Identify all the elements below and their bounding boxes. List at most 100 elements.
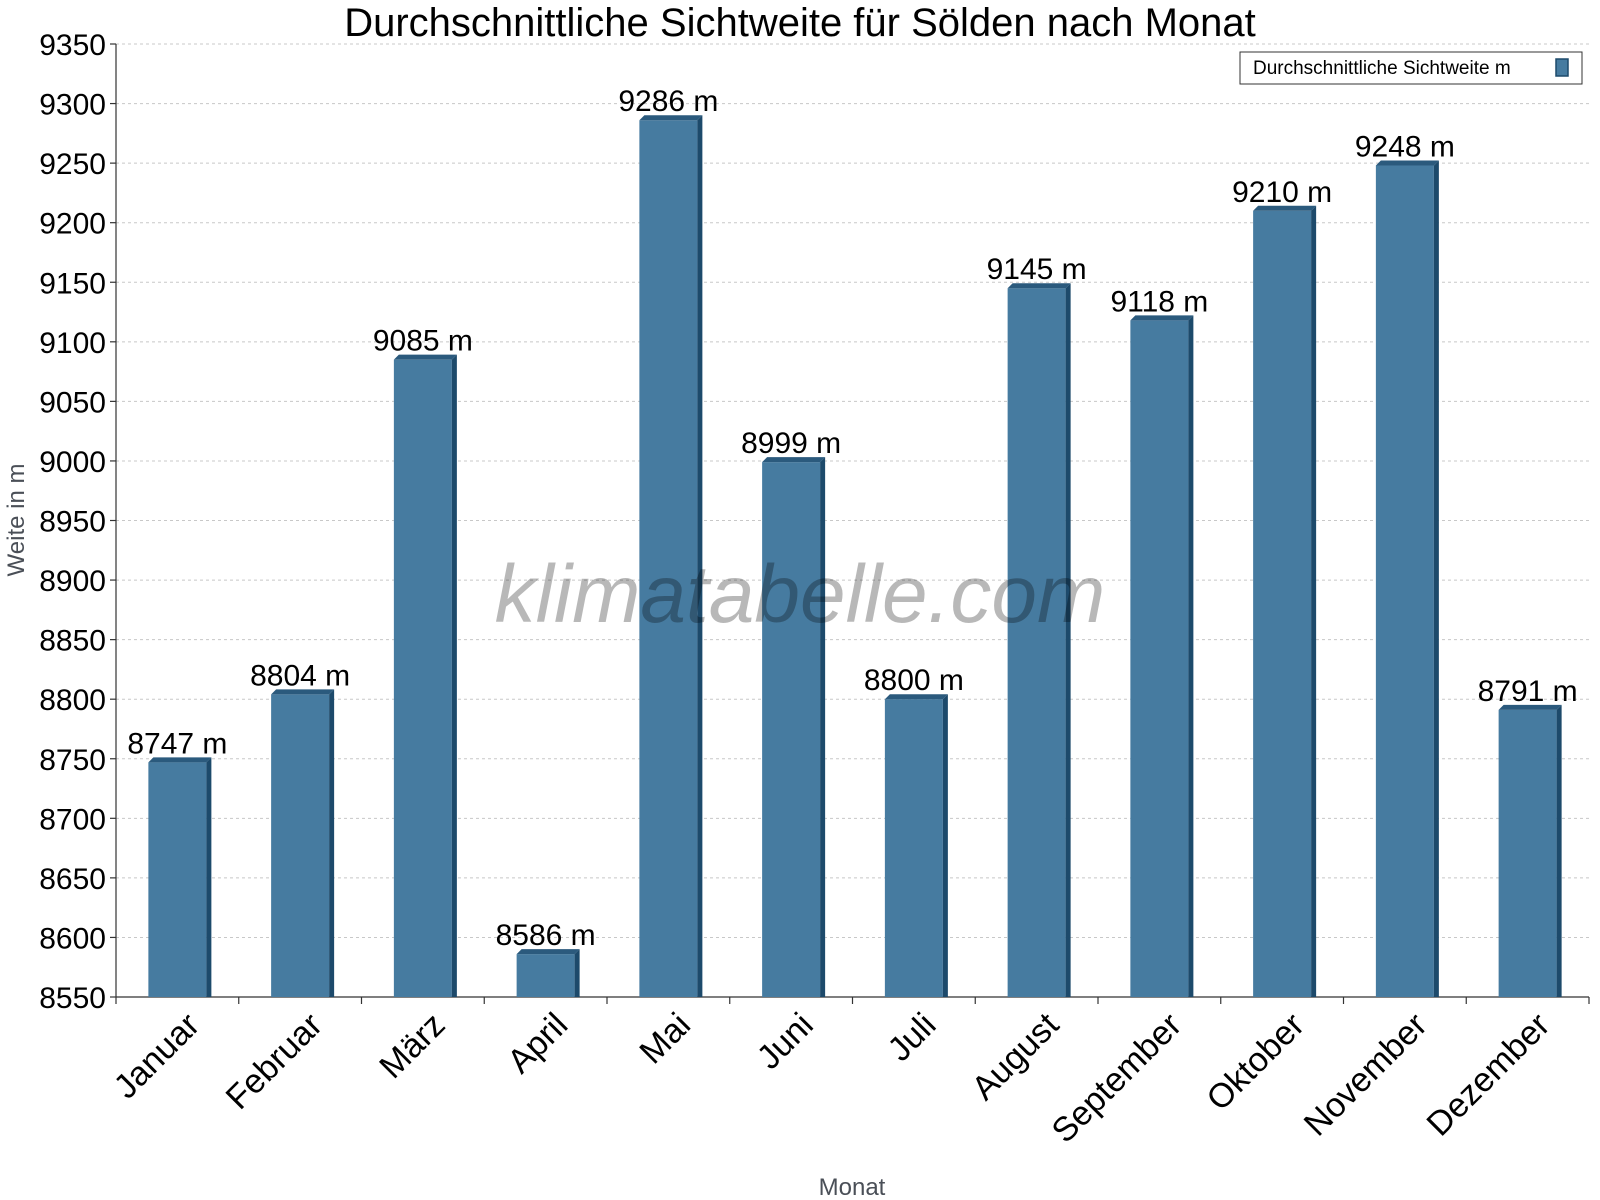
- bar-side: [1065, 283, 1071, 997]
- bar-top: [516, 949, 580, 955]
- bar-front: [1375, 165, 1434, 997]
- x-tick-labels: Januar Februar März April Mai Juni Juli AugustS…: [107, 1005, 1558, 1150]
- x-tick-label: Mai: [632, 1006, 698, 1072]
- bar-august: [1007, 283, 1071, 997]
- bar-top: [884, 694, 948, 700]
- y-tick-label: 9000: [39, 446, 106, 479]
- data-label: 9286 m: [618, 85, 718, 118]
- bar-front: [1498, 709, 1557, 997]
- axes-layer: [110, 43, 1590, 1004]
- data-label: 9210 m: [1232, 176, 1332, 209]
- legend-box: [1239, 51, 1583, 85]
- bar-februar: [271, 689, 335, 997]
- bar-front: [1130, 320, 1189, 997]
- bar-side: [1556, 704, 1562, 997]
- bar-top: [1007, 283, 1071, 289]
- y-tick-label: 9350: [39, 29, 106, 62]
- bar-side: [329, 689, 335, 997]
- y-axis-title: Weite in m: [3, 464, 30, 577]
- bar-side: [942, 694, 948, 997]
- bar-november: [1375, 160, 1439, 997]
- bar-side: [451, 354, 457, 997]
- bar-front: [639, 120, 698, 998]
- data-label: 9145 m: [987, 253, 1087, 286]
- x-tick-label: Dezember: [1420, 1006, 1558, 1144]
- grid-layer: [116, 43, 1589, 938]
- bar-september: [1130, 315, 1194, 997]
- bar-top: [148, 757, 212, 763]
- y-tick-label: 8650: [39, 863, 106, 896]
- y-tick-label: 8800: [39, 684, 106, 717]
- legend-swatch: [1555, 58, 1569, 77]
- bar-top: [393, 354, 457, 360]
- bar-front: [884, 699, 943, 997]
- bars: [148, 115, 1562, 998]
- y-tick-label: 9250: [39, 148, 106, 181]
- bar-side: [206, 757, 212, 997]
- y-tick-label: 9100: [39, 327, 106, 360]
- bar-side: [1433, 160, 1439, 997]
- data-label: 8800 m: [864, 664, 964, 697]
- data-label: 8747 m: [127, 727, 227, 760]
- y-tick-label: 8850: [39, 625, 106, 658]
- bar-front: [148, 762, 207, 997]
- bar-front: [1007, 288, 1066, 997]
- data-labels: 8747 m 8804 m 9085 m 8586 m 9286 m 8999 m 8800…: [127, 85, 1577, 952]
- bar-oktober: [1253, 205, 1317, 997]
- x-tick-label: September: [1045, 1006, 1189, 1150]
- x-tick-label: April: [500, 1006, 575, 1081]
- bar-side: [820, 457, 826, 997]
- bar-front: [1253, 210, 1312, 997]
- x-tick-label: Juni: [750, 1006, 821, 1077]
- bar-front: [393, 359, 452, 997]
- bar-top: [762, 457, 826, 463]
- bar-side: [574, 949, 580, 997]
- data-label: 9118 m: [1110, 285, 1208, 318]
- bar-dezember: [1498, 704, 1562, 997]
- x-axis-title: Monat: [819, 1174, 886, 1200]
- bar-side: [697, 115, 703, 998]
- bar-mai: [639, 115, 703, 998]
- bar-front: [762, 462, 821, 997]
- bar-top: [1130, 315, 1194, 321]
- y-tick-label: 8750: [39, 744, 106, 777]
- y-tick-label: 9150: [39, 267, 106, 300]
- bar-märz: [393, 354, 457, 997]
- bar-top: [271, 689, 335, 695]
- bar-top: [1253, 205, 1317, 211]
- y-tick-label: 8550: [39, 982, 106, 1015]
- x-tick-label: Januar: [107, 1006, 207, 1106]
- bar-top: [1375, 160, 1439, 166]
- data-label: 9085 m: [373, 325, 473, 358]
- data-label: 8999 m: [741, 427, 841, 460]
- y-tick-label: 8950: [39, 506, 106, 539]
- x-tick-label: August: [965, 1005, 1067, 1107]
- bar-januar: [148, 757, 212, 997]
- data-label: 8586 m: [496, 919, 596, 952]
- y-tick-labels: 8550 8600 8650 8700 8750 8800 8850 8900 8950 9000…: [39, 29, 106, 1015]
- bar-top: [639, 115, 703, 121]
- bar-juni: [762, 457, 826, 997]
- y-tick-label: 9200: [39, 208, 106, 241]
- data-label: 9248 m: [1355, 131, 1455, 164]
- y-tick-label: 8900: [39, 565, 106, 598]
- legend: Durchschnittliche Sichtweite m: [1239, 51, 1583, 85]
- y-tick-label: 8700: [39, 803, 106, 836]
- bar-april: [516, 949, 580, 997]
- bar-top: [1498, 704, 1562, 710]
- y-tick-label: 9300: [39, 89, 106, 122]
- x-tick-label: Juli: [881, 1006, 944, 1069]
- data-label: 8791 m: [1478, 675, 1578, 708]
- x-tick-label: März: [372, 1006, 452, 1086]
- bar-front: [516, 954, 575, 997]
- legend-label: Durchschnittliche Sichtweite m: [1253, 58, 1511, 79]
- chart-title: Durchschnittliche Sichtweite für Sölden …: [344, 1, 1256, 45]
- x-tick-label: Oktober: [1199, 1006, 1311, 1118]
- y-tick-label: 8600: [39, 922, 106, 955]
- y-tick-label: 9050: [39, 386, 106, 419]
- data-label: 8804 m: [250, 659, 350, 692]
- bar-side: [1188, 315, 1194, 997]
- x-tick-label: Februar: [219, 1006, 330, 1117]
- x-tick-label: November: [1297, 1006, 1435, 1144]
